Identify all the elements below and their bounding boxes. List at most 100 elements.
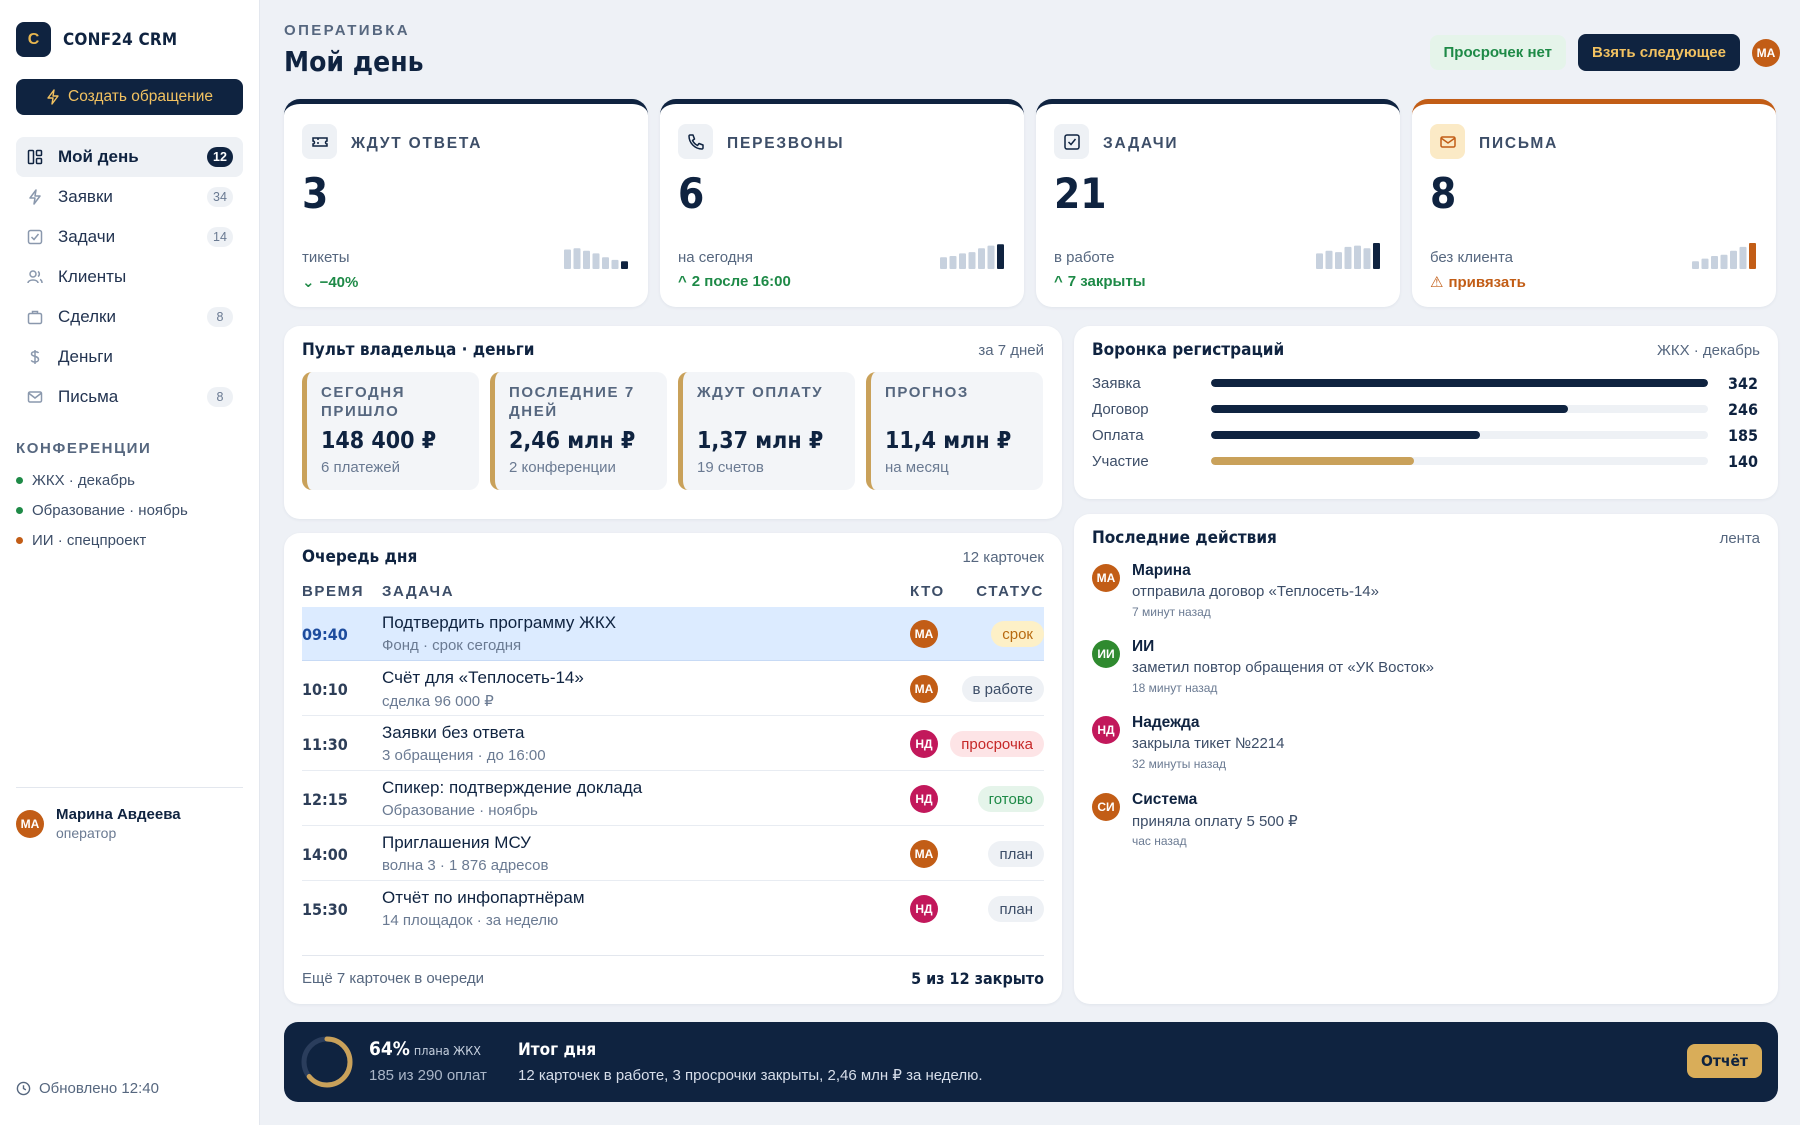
table-row[interactable]: 09:40 Подтвердить программу ЖКХ Фонд · с… [302, 607, 1044, 661]
kpi-label: ПИСЬМА [1479, 135, 1559, 152]
funnel-track [1211, 379, 1708, 387]
page-header: ОПЕРАТИВКА Мой день [284, 22, 424, 78]
status-dot [16, 506, 23, 514]
funnel-track [1211, 457, 1708, 465]
checkbox-icon [26, 228, 44, 246]
money-box-label: СЕГОДНЯ ПРИШЛО [321, 384, 406, 420]
sidebar-item-requests[interactable]: Заявки 34 [16, 177, 243, 217]
kpi-card-mail[interactable]: ПИСЬМА 8 без клиента ⚠ привязать [1412, 99, 1776, 307]
sparkline-bar [583, 250, 590, 269]
plan-percent-value: 64% [369, 1038, 410, 1060]
status-badge: готово [977, 786, 1044, 812]
table-row[interactable]: 15:30 Отчёт по инфопартнёрам 14 площадок… [302, 882, 1044, 936]
kpi-card-awaiting[interactable]: ЖДУТ ОТВЕТА 3 тикеты ⌄ −40% [284, 99, 648, 307]
funnel-value: 246 [1727, 399, 1758, 419]
sparkline-bar [968, 252, 976, 269]
sidebar-item-deals[interactable]: Сделки 8 [16, 297, 243, 337]
plan-percent: 64% плана ЖКХ [369, 1038, 481, 1060]
sparkline-bar [1354, 245, 1361, 269]
summary-title: Итог дня [518, 1040, 597, 1060]
kpi-value: 21 [1054, 169, 1107, 218]
money-box-today[interactable]: СЕГОДНЯ ПРИШЛО 148 400 ₽ 6 платежей [302, 372, 479, 490]
sidebar-item-tasks[interactable]: Задачи 14 [16, 217, 243, 257]
queue-panel: Очередь дня 12 карточек ВРЕМЯ ЗАДАЧА КТО… [284, 533, 1062, 1004]
funnel-bar [1211, 405, 1569, 413]
sidebar-item-my-day[interactable]: Мой день 12 [16, 137, 243, 177]
avatar: НД [1092, 716, 1120, 744]
sparkline [940, 244, 1004, 269]
table-row[interactable]: 14:00 Приглашения МСУ волна 3 · 1 876 ад… [302, 827, 1044, 881]
briefcase-icon [26, 308, 44, 326]
column-time[interactable]: ВРЕМЯ [302, 583, 365, 600]
avatar: НД [910, 785, 938, 813]
row-sub: 14 площадок · за неделю [382, 912, 559, 929]
kpi-card-callbacks[interactable]: ПЕРЕЗВОНЫ 6 на сегодня ^ 2 после 16:00 [660, 99, 1024, 307]
row-title: Счёт для «Теплосеть-14» [382, 668, 584, 687]
kpi-trend[interactable]: ⚠ привязать [1430, 273, 1526, 292]
avatar: МА [910, 840, 938, 868]
table-row[interactable]: 12:15 Спикер: подтверждение доклада Обра… [302, 772, 1044, 826]
conference-list: ЖКХ · декабрь Образование · ноябрь ИИ · … [16, 465, 243, 555]
sidebar-item-label: Письма [58, 387, 119, 406]
clock-icon [16, 1081, 31, 1096]
conference-item-zhkh[interactable]: ЖКХ · декабрь [16, 465, 243, 495]
funnel-panel: Воронка регистраций ЖКХ · декабрь Заявка… [1074, 326, 1778, 499]
user-role: оператор [56, 825, 117, 841]
page-eyebrow: ОПЕРАТИВКА [284, 22, 410, 39]
chevron-up-icon: ^ [1054, 273, 1063, 290]
divider [16, 787, 243, 788]
sparkline-bar [621, 261, 628, 269]
sidebar-item-mail[interactable]: Письма 8 [16, 377, 243, 417]
table-row[interactable]: 10:10 Счёт для «Теплосеть-14» сделка 96 … [302, 662, 1044, 716]
sidebar-item-clients[interactable]: Клиенты [16, 257, 243, 297]
column-status[interactable]: СТАТУС [976, 583, 1044, 600]
table-row[interactable]: 11:30 Заявки без ответа 3 обращения · до… [302, 717, 1044, 771]
sparkline-bar [573, 248, 581, 269]
sparkline-bar [940, 257, 947, 269]
activity-text: отправила договор «Теплосеть-14» [1132, 583, 1379, 600]
plan-sub: 185 из 290 оплат [369, 1067, 487, 1084]
sparkline-bar [1692, 261, 1699, 269]
sparkline-bar [978, 248, 985, 269]
row-sub: сделка 96 000 ₽ [382, 693, 494, 710]
funnel-track [1211, 405, 1708, 413]
kpi-card-tasks[interactable]: ЗАДАЧИ 21 в работе ^ 7 закрыты [1036, 99, 1400, 307]
funnel-row: Участие 140 [1092, 449, 1758, 473]
funnel-value: 140 [1727, 451, 1758, 471]
money-box-week[interactable]: ПОСЛЕДНИЕ 7 ДНЕЙ 2,46 млн ₽ 2 конференци… [490, 372, 667, 490]
money-box-label: ПРОГНОЗ [885, 384, 969, 401]
take-next-button[interactable]: Взять следующее [1578, 34, 1740, 71]
funnel-track [1211, 431, 1708, 439]
column-task[interactable]: ЗАДАЧА [382, 583, 455, 600]
activity-title: Последние действия [1092, 528, 1277, 548]
money-box-value: 11,4 млн ₽ [885, 428, 1012, 454]
sparkline-bar [592, 253, 600, 269]
row-title: Спикер: подтверждение доклада [382, 778, 643, 797]
create-request-button[interactable]: Создать обращение [16, 79, 243, 115]
checkbox-icon [1054, 124, 1089, 159]
money-box-forecast[interactable]: ПРОГНОЗ 11,4 млн ₽ на месяц [866, 372, 1043, 490]
column-who[interactable]: КТО [910, 583, 945, 600]
report-button[interactable]: Отчёт [1686, 1044, 1762, 1078]
current-user[interactable]: МА Марина Авдеева оператор [16, 806, 181, 841]
kpi-sub: на сегодня [678, 249, 753, 266]
conference-item-education[interactable]: Образование · ноябрь [16, 495, 243, 525]
logo-mark: C [16, 22, 51, 57]
activity-time: час назад [1132, 834, 1187, 848]
app-logo[interactable]: C CONF24 CRM [16, 22, 177, 57]
avatar[interactable]: МА [1752, 38, 1780, 67]
kpi-trend-value: −40% [319, 273, 359, 291]
avatar: НД [910, 730, 938, 758]
queue-more[interactable]: Ещё 7 карточек в очереди [302, 970, 485, 987]
avatar: НД [910, 895, 938, 923]
sidebar-item-label: Задачи [58, 227, 116, 246]
conference-item-ai[interactable]: ИИ · спецпроект [16, 525, 243, 555]
money-box-value: 148 400 ₽ [321, 428, 437, 454]
row-title: Заявки без ответа [382, 723, 525, 742]
money-box-awaiting[interactable]: ЖДУТ ОПЛАТУ 1,37 млн ₽ 19 счетов [678, 372, 855, 490]
funnel-row: Оплата 185 [1092, 423, 1758, 447]
queue-progress: 5 из 12 закрыто [911, 969, 1044, 988]
money-box-sub: 19 счетов [697, 459, 764, 476]
money-box-label: ПОСЛЕДНИЕ 7 ДНЕЙ [509, 384, 635, 420]
sidebar-item-money[interactable]: Деньги [16, 337, 243, 377]
